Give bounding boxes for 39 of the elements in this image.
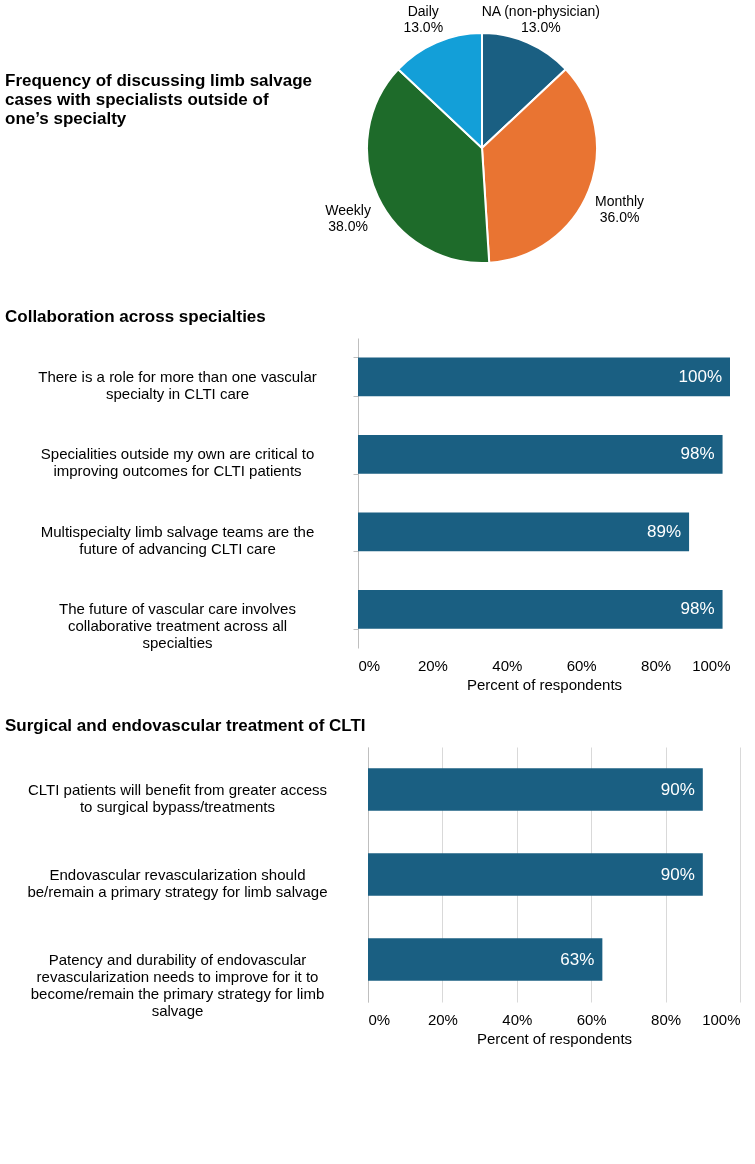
x-tick-label: 40% [492, 656, 523, 674]
data-label: 38.0% [328, 218, 368, 235]
x-tick-label: 100% [692, 656, 731, 674]
x-tick-label: 20% [417, 656, 448, 674]
y-tick-label: Patency and durability of endovascular revascularization needs to improve for it to become/remain the primary strategy for limb salvage [30, 950, 325, 1019]
x-axis-title: Percent of respondents [476, 1029, 633, 1047]
x-tick-label: 0% [368, 1010, 391, 1028]
y-tick-label: There is a role for more than one vascular specialty in CLTI care [38, 367, 317, 402]
x-tick-label: 80% [641, 656, 672, 674]
data-label: 36.0% [599, 209, 640, 226]
data-label: 100% [678, 366, 722, 386]
text: Frequency of discussing limb salvage cases with specialists outside of one’s specialty [5, 71, 313, 128]
x-tick-label: 60% [576, 1010, 607, 1028]
slice-label: Monthly [595, 193, 645, 210]
data-label: 90% [660, 864, 695, 884]
text: Surgical and endovascular treatment of CLTI [5, 716, 366, 735]
data-label: 13.0% [520, 19, 561, 36]
data-label: 63% [560, 949, 595, 969]
data-label: 90% [660, 779, 695, 799]
text: Collaboration across specialties [5, 307, 266, 326]
x-tick-label: 100% [702, 1010, 741, 1028]
y-tick-label: The future of vascular care involves collaborative treatment across all specialties [59, 600, 296, 652]
y-tick-label: Endovascular revascularization should be/remain a primary strategy for limb salvage [27, 865, 328, 900]
slice-label: Daily [407, 3, 439, 20]
x-tick-label: 80% [651, 1010, 682, 1028]
y-tick-label: Specialities outside my own are critical to improving outcomes for CLTI patients [40, 445, 315, 480]
x-axis-title: Percent of respondents [466, 675, 623, 693]
data-label: 98% [680, 599, 715, 619]
data-label: 13.0% [403, 19, 444, 36]
y-tick-label: CLTI patients will benefit from greater access to surgical bypass/treatments [27, 780, 328, 815]
data-label: 98% [680, 444, 715, 464]
x-tick-label: 60% [566, 656, 597, 674]
slice-label: Weekly [325, 202, 371, 219]
data-label: 89% [647, 521, 682, 541]
x-tick-label: 40% [502, 1010, 533, 1028]
slice-label: NA (non-physician) [481, 3, 600, 20]
x-tick-label: 0% [358, 656, 381, 674]
y-tick-label: Multispecialty limb salvage teams are the future of advancing CLTI care [40, 522, 315, 557]
x-tick-label: 20% [427, 1010, 458, 1028]
